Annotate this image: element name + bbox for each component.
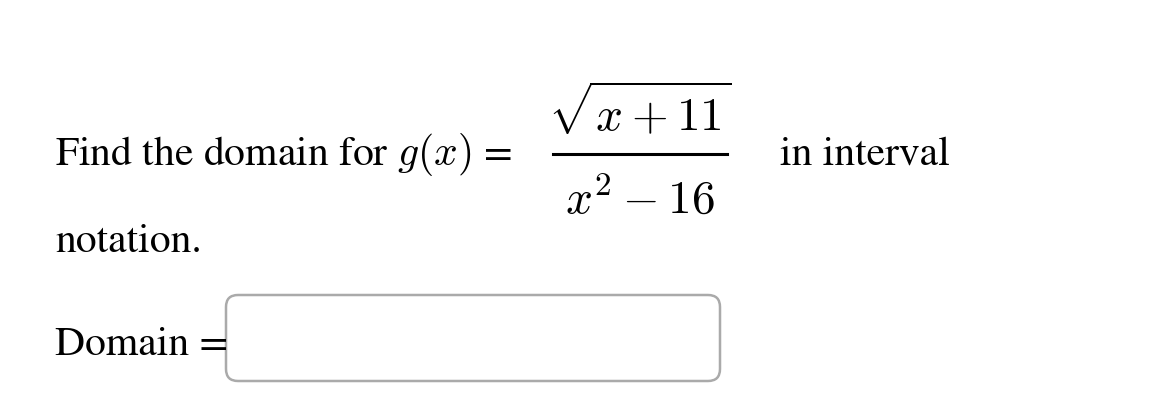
Text: $\sqrt{x + 11}$: $\sqrt{x + 11}$ bbox=[549, 83, 731, 141]
Text: Find the domain for $g(x)$ =: Find the domain for $g(x)$ = bbox=[55, 131, 512, 178]
Text: Domain =: Domain = bbox=[55, 326, 228, 363]
Text: $x^2 - 16$: $x^2 - 16$ bbox=[565, 177, 715, 222]
Text: notation.: notation. bbox=[55, 223, 201, 260]
Text: in interval: in interval bbox=[780, 136, 950, 173]
FancyBboxPatch shape bbox=[226, 295, 720, 381]
